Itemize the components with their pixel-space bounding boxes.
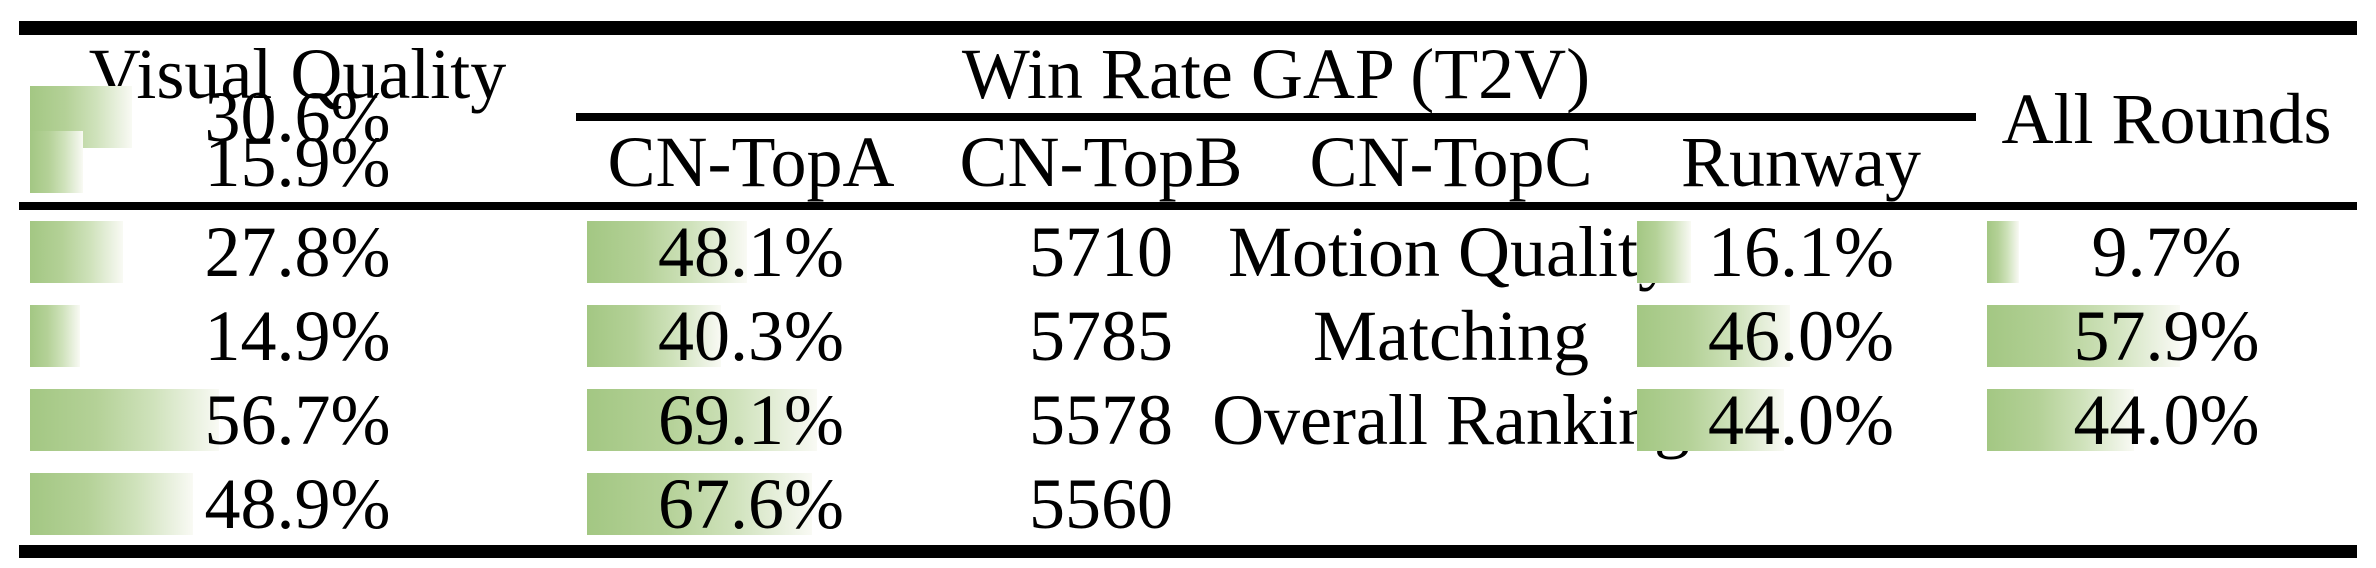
group-header-underline-rule [576, 113, 1976, 121]
data-bar [30, 389, 219, 451]
data-bar [1637, 221, 1691, 283]
data-bar [1987, 221, 2020, 283]
table-cell: 9.7% [1976, 210, 2357, 294]
cell-value: 57.9% [2073, 296, 2260, 376]
row-label-matching: Matching [1313, 296, 1589, 376]
cell-value: 16.1% [1708, 212, 1894, 292]
table-cell: 46.0% [1626, 294, 1976, 378]
cell-value: 15.9% [204, 122, 391, 202]
data-bar [30, 221, 123, 283]
row-label-motion-quality: Motion Quality [1228, 212, 1674, 292]
table-cell: 30.6% [19, 81, 576, 153]
table-cell: 44.0% [1976, 378, 2357, 462]
cell-value: 44.0% [1708, 380, 1894, 460]
data-bar [30, 305, 80, 367]
cell-value: 30.6% [204, 77, 391, 157]
all-rounds-value: 5785 [1029, 296, 1173, 376]
table-cell: 27.8% [19, 210, 576, 294]
table-cell: 67.6% [576, 462, 926, 546]
data-bar [30, 473, 193, 535]
table-cell: 16.1% [1626, 210, 1976, 294]
table-cell: 69.1% [576, 378, 926, 462]
cell-value: 14.9% [204, 296, 391, 376]
table-cell: 15.9% [19, 122, 576, 202]
data-bar [30, 131, 83, 193]
cell-value: 69.1% [658, 380, 844, 460]
win-rate-table: Win Rate GAP (T2V) All Rounds CN-TopA CN… [19, 35, 2357, 546]
column-header-cn-topc: CN-TopC [1309, 122, 1593, 202]
cell-value: 40.3% [658, 296, 844, 376]
all-rounds-value: 5578 [1029, 380, 1173, 460]
cell-value: 48.1% [658, 212, 844, 292]
cell-value: 67.6% [658, 464, 844, 544]
cell-value: 56.7% [204, 380, 391, 460]
column-header-all-rounds: All Rounds [2001, 78, 2332, 159]
header-body-separator-rule [19, 202, 2357, 210]
all-rounds-value: 5560 [1029, 464, 1173, 544]
column-header-cn-topa: CN-TopA [607, 122, 895, 202]
cell-value: 27.8% [204, 212, 391, 292]
table-cell: 56.7% [19, 378, 576, 462]
group-header-win-rate-gap: Win Rate GAP (T2V) [961, 33, 1591, 114]
table-top-rule [19, 21, 2357, 35]
table-cell: 48.9% [19, 462, 576, 546]
table-bottom-rule [19, 545, 2357, 558]
cell-value: 9.7% [2091, 212, 2242, 292]
table-cell: 14.9% [19, 294, 576, 378]
row-label-overall-ranking: Overall Ranking [1212, 380, 1690, 460]
table-cell: 40.3% [576, 294, 926, 378]
table-cell: 44.0% [1626, 378, 1976, 462]
cell-value: 44.0% [2073, 380, 2260, 460]
row-label-visual-quality: Visual Quality [88, 33, 507, 114]
column-header-runway: Runway [1681, 122, 1921, 202]
cell-value: 48.9% [204, 464, 391, 544]
all-rounds-value: 5710 [1029, 212, 1173, 292]
table-cell: 57.9% [1976, 294, 2357, 378]
table-cell: 48.1% [576, 210, 926, 294]
column-header-cn-topb: CN-TopB [959, 122, 1243, 202]
cell-value: 46.0% [1708, 296, 1894, 376]
